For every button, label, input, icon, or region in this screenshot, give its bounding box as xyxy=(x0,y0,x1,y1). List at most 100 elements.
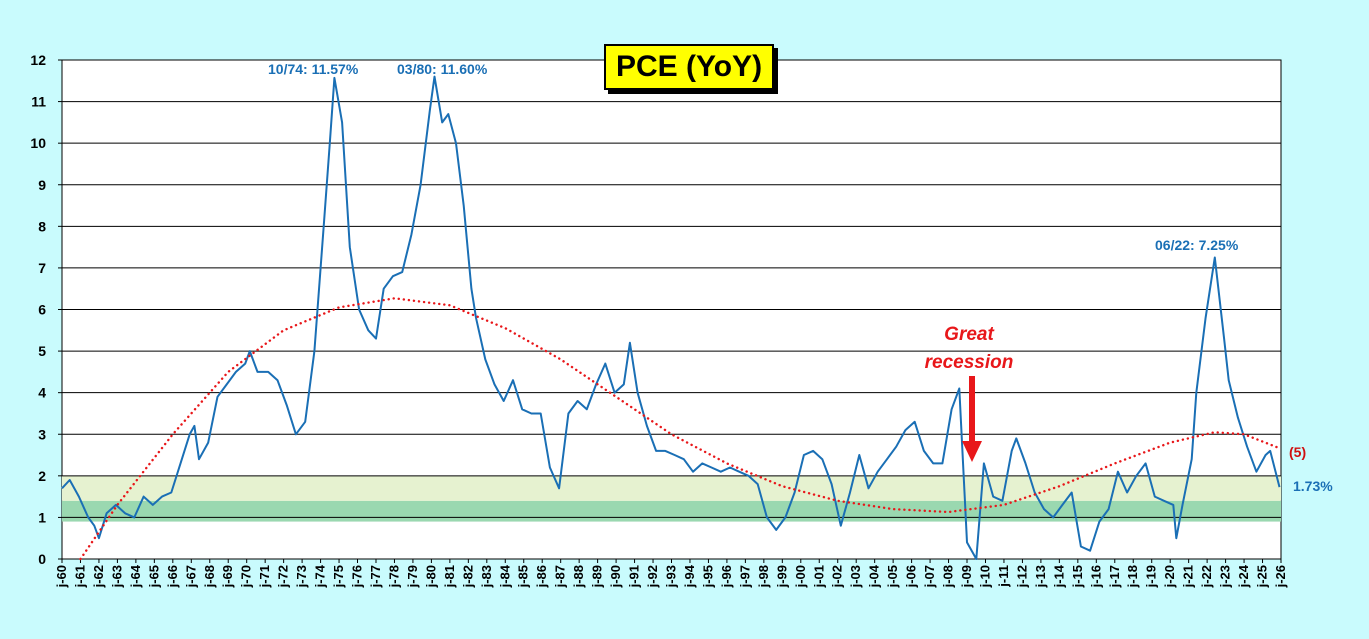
x-tick-label-j-08: j-08 xyxy=(941,565,956,588)
y-tick-label-5: 5 xyxy=(38,343,46,359)
x-tick-label-j-67: j-67 xyxy=(183,565,198,588)
x-tick-label-j-99: j-99 xyxy=(774,565,789,588)
y-tick-label-4: 4 xyxy=(38,385,46,401)
x-tick-label-j-23: j-23 xyxy=(1218,565,1233,588)
x-tick-label-j-64: j-64 xyxy=(128,564,143,588)
y-tick-label-10: 10 xyxy=(30,135,46,151)
x-tick-label-j-12: j-12 xyxy=(1014,565,1029,588)
y-tick-label-11: 11 xyxy=(31,94,46,110)
x-tick-label-j-63: j-63 xyxy=(109,565,124,588)
x-tick-label-j-88: j-88 xyxy=(571,565,586,588)
x-tick-label-j-94: j-94 xyxy=(682,564,697,588)
x-tick-label-j-74: j-74 xyxy=(313,564,328,588)
x-tick-label-j-78: j-78 xyxy=(386,565,401,588)
x-tick-label-j-05: j-05 xyxy=(885,565,900,588)
y-tick-label-8: 8 xyxy=(38,218,46,234)
y-tick-label-3: 3 xyxy=(38,426,46,442)
series-line-pce xyxy=(61,75,1281,560)
x-tick-label-j-10: j-10 xyxy=(977,565,992,588)
x-tick-label-j-11: j-11 xyxy=(996,565,1011,588)
x-tick-label-j-97: j-97 xyxy=(737,565,752,588)
great-recession-arrow xyxy=(962,376,982,462)
x-tick-label-j-21: j-21 xyxy=(1181,565,1196,588)
x-tick-label-j-62: j-62 xyxy=(91,565,106,588)
x-tick-label-j-72: j-72 xyxy=(276,565,291,588)
x-tick-label-j-09: j-09 xyxy=(959,565,974,588)
x-tick-label-j-82: j-82 xyxy=(460,565,475,588)
target-bands xyxy=(62,475,1281,522)
gridlines xyxy=(62,101,1281,518)
x-tick-label-j-26: j-26 xyxy=(1273,565,1288,588)
x-tick-label-j-79: j-79 xyxy=(405,565,420,588)
y-tick-label-0: 0 xyxy=(38,551,46,567)
x-tick-label-j-18: j-18 xyxy=(1125,565,1140,588)
x-tick-label-j-95: j-95 xyxy=(700,565,715,588)
series-group xyxy=(61,75,1283,561)
y-tick-label-6: 6 xyxy=(38,302,46,318)
x-tick-label-j-86: j-86 xyxy=(534,565,549,588)
x-tick-label-j-17: j-17 xyxy=(1107,565,1122,588)
y-tick-label-12: 12 xyxy=(30,52,46,68)
x-tick-label-j-13: j-13 xyxy=(1033,565,1048,588)
x-tick-label-j-96: j-96 xyxy=(719,565,734,588)
x-tick-label-j-84: j-84 xyxy=(497,564,512,588)
y-tick-label-9: 9 xyxy=(38,177,46,193)
x-tick-label-j-65: j-65 xyxy=(146,565,161,588)
annotation-last-value: 1.73% xyxy=(1293,478,1333,494)
x-tick-label-j-89: j-89 xyxy=(590,565,605,588)
x-tick-label-j-92: j-92 xyxy=(645,565,660,588)
x-tick-label-j-71: j-71 xyxy=(257,565,272,588)
x-tick-label-j-87: j-87 xyxy=(553,565,568,588)
x-tick-label-j-07: j-07 xyxy=(922,565,937,588)
series-line-trend xyxy=(79,297,1283,561)
x-tick-label-j-06: j-06 xyxy=(904,565,919,588)
x-tick-label-j-03: j-03 xyxy=(848,565,863,588)
x-tick-label-j-93: j-93 xyxy=(664,565,679,588)
x-tick-label-j-98: j-98 xyxy=(756,565,771,588)
x-tick-label-j-16: j-16 xyxy=(1088,565,1103,588)
trend-label: (5) xyxy=(1289,444,1307,460)
x-tick-label-j-77: j-77 xyxy=(368,565,383,588)
x-tick-label-j-02: j-02 xyxy=(830,565,845,588)
x-tick-label-j-83: j-83 xyxy=(479,565,494,588)
x-tick-label-j-85: j-85 xyxy=(516,565,531,588)
x-tick-label-j-66: j-66 xyxy=(165,565,180,588)
x-tick-label-j-80: j-80 xyxy=(423,565,438,588)
x-tick-label-j-25: j-25 xyxy=(1255,565,1270,588)
x-tick-label-j-19: j-19 xyxy=(1144,565,1159,588)
x-tick-label-j-22: j-22 xyxy=(1199,565,1214,588)
x-tick-label-j-70: j-70 xyxy=(239,565,254,588)
great-recession-line2: recession xyxy=(924,352,1014,373)
x-tick-label-j-04: j-04 xyxy=(867,564,882,588)
x-tick-label-j-76: j-76 xyxy=(350,565,365,588)
y-tick-label-7: 7 xyxy=(38,260,46,276)
y-tick-label-1: 1 xyxy=(38,509,46,525)
x-tick-label-j-01: j-01 xyxy=(811,565,826,588)
band-1 xyxy=(62,475,1281,501)
annotation-peak-1974: 10/74: 11.57% xyxy=(268,61,359,77)
x-tick-label-j-81: j-81 xyxy=(442,565,457,588)
band-0 xyxy=(62,500,1281,522)
x-tick-label-j-24: j-24 xyxy=(1236,564,1251,588)
x-tick-label-j-15: j-15 xyxy=(1070,565,1085,588)
x-tick-label-j-69: j-69 xyxy=(220,565,235,588)
x-tick-label-j-60: j-60 xyxy=(54,565,69,588)
x-tick-label-j-75: j-75 xyxy=(331,565,346,588)
x-tick-label-j-90: j-90 xyxy=(608,565,623,588)
x-axis-ticks: j-60 j-61 j-62 j-63 j-64 j-65 j-66 j-67 j-68 j-69… xyxy=(54,559,1288,588)
y-tick-label-2: 2 xyxy=(38,468,46,484)
great-recession-label: Great recession xyxy=(914,321,1024,377)
x-tick-label-j-73: j-73 xyxy=(294,565,309,588)
x-tick-label-j-14: j-14 xyxy=(1051,564,1066,588)
annotation-peak-2022: 06/22: 7.25% xyxy=(1155,237,1239,253)
x-tick-label-j-20: j-20 xyxy=(1162,565,1177,588)
annotation-peak-1980: 03/80: 11.60% xyxy=(397,61,488,77)
x-tick-label-j-61: j-61 xyxy=(72,565,87,588)
x-tick-label-j-00: j-00 xyxy=(793,565,808,588)
x-tick-label-j-91: j-91 xyxy=(627,565,642,588)
great-recession-line1: Great xyxy=(944,324,994,345)
chart-title: PCE (YoY) xyxy=(604,44,774,90)
